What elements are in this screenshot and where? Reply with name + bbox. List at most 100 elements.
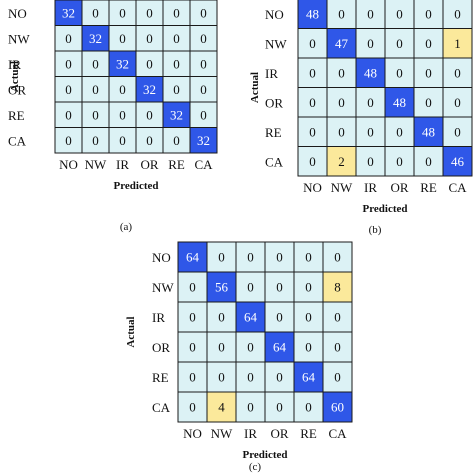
matrix-cell — [177, 241, 208, 273]
cell-value: 0 — [247, 280, 254, 295]
x-axis-title: Predicted — [113, 180, 158, 192]
confusion-matrix-b: 48 0 0 0 0 0 0 47 0 0 0 1 0 0 48 0 0 0 0 0 0 48 0 0 0 0 0 0 48 0 0 2 0 0 0… — [249, 0, 473, 236]
cell-value: 32 — [143, 82, 156, 97]
row-label: RE — [265, 125, 282, 140]
cell-value: 0 — [119, 5, 126, 20]
matrix-cell — [108, 25, 137, 52]
cell-value: 0 — [425, 95, 432, 110]
matrix-cell — [293, 391, 324, 423]
row-label: RE — [152, 370, 169, 385]
row-label: IR — [8, 57, 21, 72]
y-axis-title: Actual — [125, 316, 137, 347]
column-label: IR — [116, 157, 129, 172]
x-axis-title: Predicted — [242, 449, 287, 461]
row-label: RE — [8, 108, 25, 123]
row-label: NW — [265, 36, 287, 51]
column-label: NO — [59, 157, 78, 172]
cell-value: 2 — [338, 154, 345, 169]
matrix-cell — [442, 57, 473, 88]
cell-value: 1 — [454, 36, 461, 51]
row-label: NW — [152, 280, 174, 295]
cell-value: 46 — [451, 154, 465, 169]
matrix-cell — [442, 116, 473, 147]
matrix-cell — [293, 301, 324, 333]
column-label: OR — [140, 157, 158, 172]
matrix-cell — [189, 25, 218, 52]
matrix-cell — [81, 101, 110, 128]
y-axis-title: Actual — [249, 72, 261, 103]
column-label: NW — [331, 180, 353, 195]
cell-value: 0 — [276, 370, 283, 385]
matrix-cell — [322, 331, 353, 363]
cell-value: 0 — [425, 36, 432, 51]
cell-value: 60 — [331, 400, 344, 415]
matrix-cell — [235, 361, 266, 393]
matrix-cell — [81, 127, 110, 154]
cell-value: 0 — [189, 340, 196, 355]
matrix-cell — [108, 50, 137, 77]
cell-value: 0 — [119, 107, 126, 122]
matrix-cell — [355, 28, 386, 59]
column-label: RE — [420, 180, 437, 195]
matrix-cell — [322, 361, 353, 393]
cell-value: 0 — [189, 310, 196, 325]
cell-value: 0 — [218, 370, 225, 385]
cell-value: 0 — [334, 310, 341, 325]
cell-value: 0 — [65, 82, 72, 97]
cell-value: 0 — [92, 56, 99, 71]
column-label: IR — [244, 426, 257, 441]
matrix-cell — [235, 331, 266, 363]
matrix-cell — [189, 0, 218, 26]
cell-value: 0 — [309, 36, 316, 51]
cell-value: 0 — [338, 124, 345, 139]
cell-value: 0 — [65, 107, 72, 122]
matrix-cell — [162, 127, 191, 154]
cell-value: 0 — [454, 95, 461, 110]
matrix-cell — [264, 331, 295, 363]
cell-value: 0 — [338, 95, 345, 110]
cell-value: 0 — [396, 124, 403, 139]
row-label: CA — [265, 154, 284, 169]
matrix-cell — [442, 28, 473, 59]
matrix-cell — [442, 146, 473, 177]
row-label: CA — [8, 133, 27, 148]
cell-value: 0 — [425, 154, 432, 169]
cell-value: 32 — [89, 31, 102, 46]
cell-value: 0 — [92, 133, 99, 148]
cell-value: 0 — [309, 95, 316, 110]
column-label: NO — [303, 180, 322, 195]
cell-value: 0 — [305, 400, 312, 415]
cell-value: 48 — [364, 65, 377, 80]
matrix-cell — [326, 57, 357, 88]
matrix-cell — [54, 25, 83, 52]
cell-value: 0 — [92, 107, 99, 122]
column-label: NO — [183, 426, 202, 441]
cell-value: 0 — [338, 65, 345, 80]
matrix-cell — [235, 301, 266, 333]
column-label: RE — [300, 426, 317, 441]
matrix-cell — [177, 271, 208, 303]
matrix-cell — [322, 391, 353, 423]
column-label: NW — [85, 157, 107, 172]
cell-value: 0 — [425, 6, 432, 21]
cell-value: 0 — [218, 340, 225, 355]
cell-value: 0 — [338, 6, 345, 21]
matrix-cell — [54, 0, 83, 26]
matrix-cell — [355, 57, 386, 88]
matrix-cell — [264, 361, 295, 393]
cell-value: 0 — [305, 250, 312, 265]
cell-value: 0 — [173, 31, 180, 46]
row-label: NO — [152, 250, 171, 265]
cell-value: 64 — [273, 340, 287, 355]
matrix-cell — [54, 76, 83, 103]
cell-value: 56 — [215, 280, 229, 295]
cell-value: 0 — [200, 107, 207, 122]
matrix-cell — [235, 391, 266, 423]
cell-value: 0 — [146, 31, 153, 46]
cell-value: 48 — [306, 6, 319, 21]
cell-value: 0 — [200, 56, 207, 71]
matrix-cell — [81, 50, 110, 77]
cell-value: 64 — [244, 310, 258, 325]
cell-value: 0 — [454, 124, 461, 139]
